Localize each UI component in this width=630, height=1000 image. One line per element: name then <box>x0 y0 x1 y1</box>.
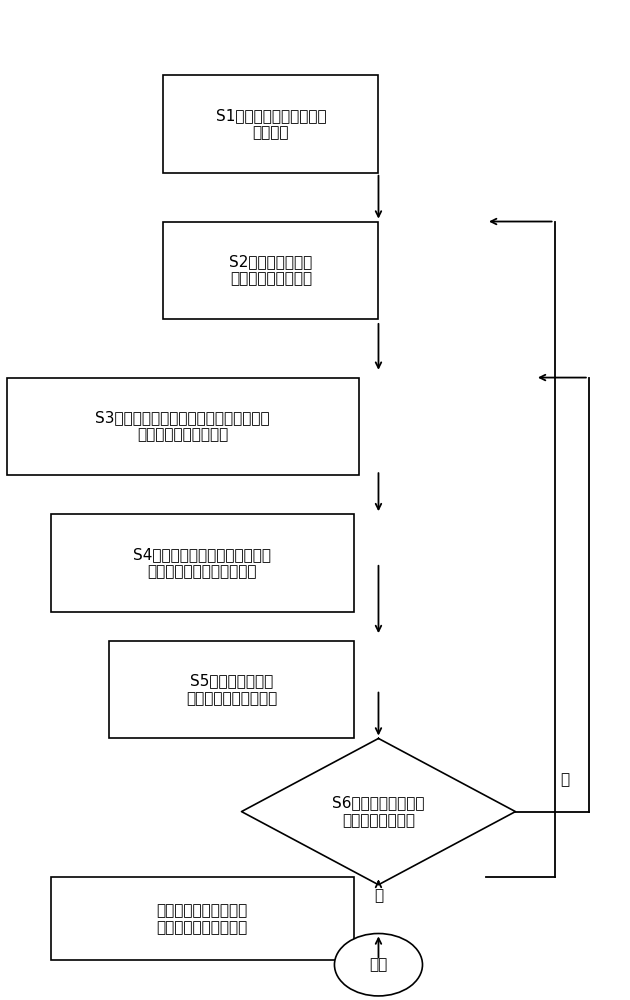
Ellipse shape <box>335 934 423 996</box>
FancyBboxPatch shape <box>110 641 354 738</box>
Text: S2：应用当前控制
策略初始化控制网络: S2：应用当前控制 策略初始化控制网络 <box>229 254 312 286</box>
Text: 中央控制单元处理得到
可供被控系统的控制数: 中央控制单元处理得到 可供被控系统的控制数 <box>157 903 248 935</box>
FancyBboxPatch shape <box>51 514 354 612</box>
Text: 否: 否 <box>560 772 569 787</box>
Text: S4：应用当前控制策略运行小波
拓扑网络生成有效的控制数: S4：应用当前控制策略运行小波 拓扑网络生成有效的控制数 <box>134 547 272 579</box>
FancyBboxPatch shape <box>163 75 379 173</box>
Text: S6：判断本控制周期
修正策略是否结束: S6：判断本控制周期 修正策略是否结束 <box>332 795 425 828</box>
FancyBboxPatch shape <box>163 222 379 319</box>
Text: S5：修正器调整控
制策略，使其达到最优: S5：修正器调整控 制策略，使其达到最优 <box>186 673 277 706</box>
FancyBboxPatch shape <box>7 378 359 475</box>
Text: S3：获取各个传感器有效数值，作为小波
拓扑网络的有效输入值: S3：获取各个传感器有效数值，作为小波 拓扑网络的有效输入值 <box>96 410 270 443</box>
Text: 输出: 输出 <box>369 957 387 972</box>
Text: S1：优选权重值作为当前
控制策略: S1：优选权重值作为当前 控制策略 <box>215 108 326 140</box>
FancyBboxPatch shape <box>51 877 354 960</box>
Text: 是: 是 <box>374 889 383 904</box>
